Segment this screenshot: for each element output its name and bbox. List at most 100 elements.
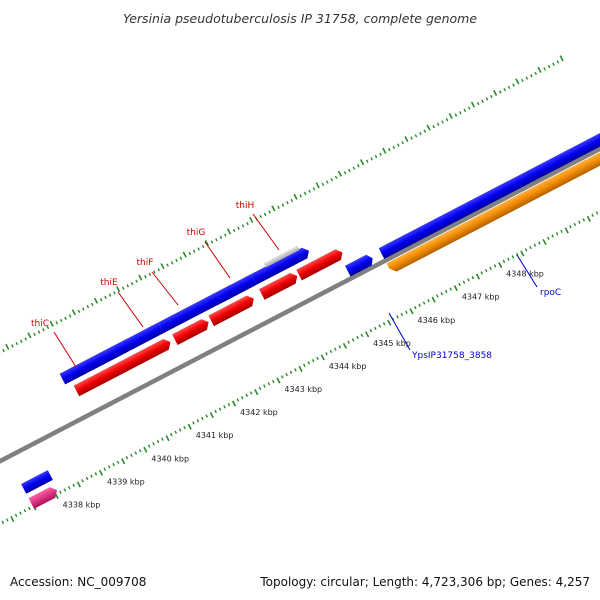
tick-mark — [130, 453, 133, 458]
scale-label: 4341 kbp — [196, 431, 234, 440]
scale-label: 4345 kbp — [373, 339, 411, 348]
tick-mark — [121, 286, 125, 290]
gene-thiC — [59, 322, 164, 385]
tick-mark — [426, 124, 431, 131]
tick-mark — [436, 294, 439, 298]
tick-mark — [382, 322, 386, 326]
tick-mark — [467, 106, 471, 110]
tick-mark — [5, 518, 9, 522]
tick-mark — [68, 314, 72, 318]
tick-mark — [72, 483, 76, 488]
tick-mark — [10, 515, 15, 523]
tick-mark — [99, 298, 103, 302]
tick-mark — [547, 64, 551, 69]
tick-mark — [254, 389, 259, 396]
outer-tick-row — [0, 55, 564, 355]
tick-mark — [303, 363, 306, 367]
tick-mark — [218, 407, 222, 411]
tick-mark — [315, 182, 320, 189]
tick-mark — [529, 245, 532, 250]
tick-mark — [555, 232, 559, 236]
tick-mark — [515, 78, 520, 85]
tick-mark — [23, 509, 27, 513]
tick-mark — [573, 222, 577, 227]
tick-mark — [1, 520, 5, 524]
tick-mark — [481, 99, 484, 103]
leader-line-thig — [204, 241, 231, 279]
tick-mark — [286, 201, 289, 205]
tick-mark — [471, 275, 475, 280]
tick-mark — [11, 344, 14, 348]
tick-mark — [93, 297, 99, 304]
tick-mark — [418, 303, 421, 307]
tick-mark — [245, 393, 248, 397]
tick-mark — [240, 395, 244, 400]
tick-mark — [444, 289, 448, 294]
tick-mark — [512, 83, 515, 87]
tick-mark — [357, 164, 360, 168]
tick-mark — [325, 352, 328, 356]
leader-line-thic — [53, 331, 77, 368]
tick-mark — [37, 330, 41, 334]
gene-label-ypsip31758-3858: YpsIP31758_3858 — [411, 351, 492, 361]
tick-mark — [436, 122, 440, 126]
tick-mark — [271, 379, 275, 384]
tick-mark — [529, 74, 533, 78]
tick-mark — [271, 205, 276, 212]
tick-mark — [298, 365, 303, 372]
gene-thiG — [211, 274, 257, 306]
tick-mark — [237, 226, 240, 230]
tick-mark — [157, 268, 161, 272]
tick-mark — [378, 324, 382, 328]
tick-mark — [365, 331, 370, 338]
tick-mark — [299, 194, 302, 198]
tick-mark — [520, 250, 525, 257]
tick-mark — [449, 287, 453, 291]
tick-mark — [183, 425, 186, 430]
tick-mark — [542, 238, 547, 245]
tick-mark — [320, 354, 325, 361]
leader-line-thih — [252, 213, 280, 251]
leader-line-thie — [117, 291, 144, 328]
tick-mark — [396, 143, 400, 147]
tick-mark — [556, 60, 560, 64]
tick-mark — [427, 299, 430, 303]
gene-orange-right — [386, 110, 600, 272]
tick-mark — [591, 213, 594, 217]
tick-mark — [356, 335, 359, 340]
tick-mark — [524, 248, 528, 252]
tick-mark — [42, 328, 45, 332]
tick-mark — [227, 402, 231, 407]
tick-mark — [485, 97, 489, 101]
leader-line-rpoc — [516, 254, 538, 288]
gene-label-thig: thiG — [187, 228, 206, 238]
backbone — [0, 109, 600, 501]
tick-mark — [113, 291, 116, 295]
tick-mark — [77, 309, 81, 313]
tick-mark — [316, 356, 319, 361]
tick-mark — [258, 386, 262, 391]
tick-mark — [197, 247, 200, 251]
tick-mark — [86, 305, 90, 309]
tick-mark — [201, 416, 204, 421]
gene-YpsIP31758-3858 — [344, 254, 373, 277]
track-frame: 4338 kbp 4339 kbp 4340 kbp 4341 kbp 4342 kbp… — [0, 55, 600, 524]
tick-mark — [103, 467, 107, 471]
tick-mark — [498, 262, 503, 269]
tick-mark — [246, 221, 249, 226]
gene-label-thif: thiF — [137, 258, 154, 268]
tick-mark — [564, 227, 569, 234]
tick-mark — [388, 148, 391, 152]
tick-mark — [348, 168, 351, 173]
gene-red-3 — [208, 295, 254, 327]
tick-mark — [454, 113, 458, 117]
scale-label: 4346 kbp — [417, 316, 455, 325]
gene-red-4 — [259, 272, 298, 300]
tick-mark — [476, 101, 480, 106]
gene-label-rpoc: rpoC — [540, 288, 561, 298]
tick-mark — [182, 251, 187, 258]
tick-mark — [59, 318, 63, 323]
tick-mark — [467, 278, 470, 282]
tick-mark — [294, 368, 297, 372]
